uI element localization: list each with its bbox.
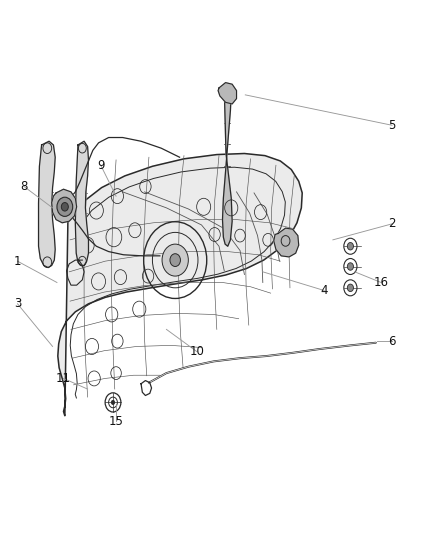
Text: 11: 11 bbox=[56, 372, 71, 385]
Polygon shape bbox=[39, 141, 55, 268]
Text: 5: 5 bbox=[389, 119, 396, 132]
Text: 10: 10 bbox=[190, 345, 205, 358]
Circle shape bbox=[170, 254, 180, 266]
Polygon shape bbox=[218, 83, 237, 104]
Circle shape bbox=[162, 244, 188, 276]
Polygon shape bbox=[58, 154, 302, 416]
Circle shape bbox=[61, 203, 68, 211]
Text: 16: 16 bbox=[374, 276, 389, 289]
Circle shape bbox=[57, 197, 73, 216]
Circle shape bbox=[347, 243, 353, 250]
Text: 3: 3 bbox=[14, 297, 21, 310]
Polygon shape bbox=[274, 228, 299, 257]
Text: 8: 8 bbox=[21, 180, 28, 193]
Text: 4: 4 bbox=[320, 284, 328, 297]
Text: 6: 6 bbox=[388, 335, 396, 348]
Polygon shape bbox=[223, 85, 232, 246]
Text: 9: 9 bbox=[97, 159, 105, 172]
Text: 2: 2 bbox=[388, 217, 396, 230]
Text: 1: 1 bbox=[14, 255, 21, 268]
Text: 15: 15 bbox=[109, 415, 124, 427]
Circle shape bbox=[347, 263, 353, 270]
Polygon shape bbox=[52, 189, 77, 223]
Polygon shape bbox=[75, 141, 88, 265]
Circle shape bbox=[111, 400, 115, 405]
Circle shape bbox=[347, 284, 353, 292]
